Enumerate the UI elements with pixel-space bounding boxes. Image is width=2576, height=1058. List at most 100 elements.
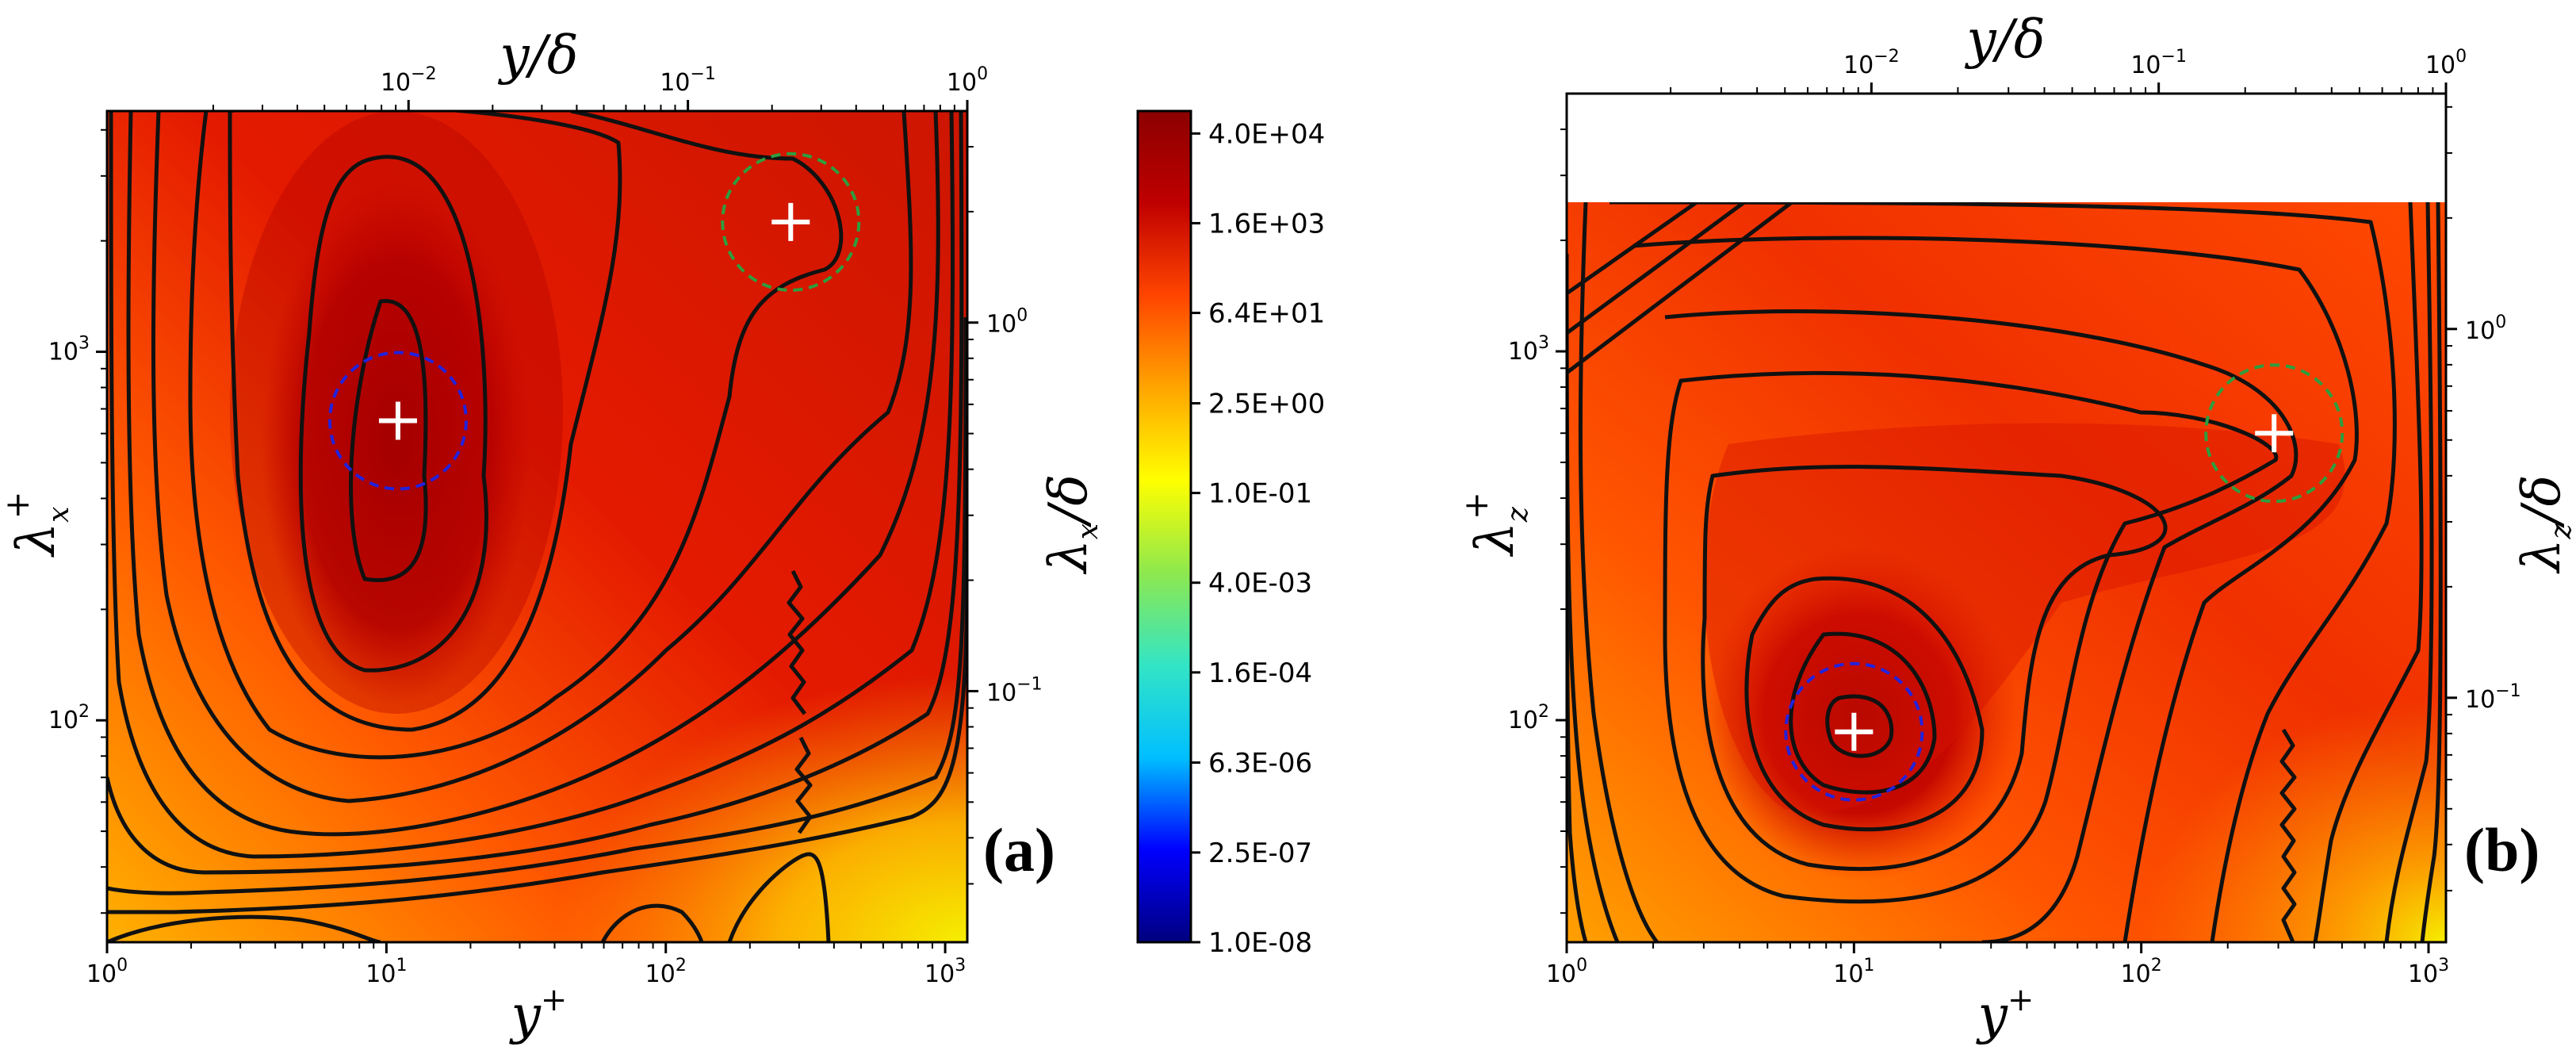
panel-a-right-ticks: 10−1 100 [967,146,1043,885]
contour-line [1825,694,1894,758]
inner-peak-cross-icon [1835,712,1874,751]
contour-line [1567,202,1746,335]
right-tick-label: 10−1 [986,674,1043,707]
contour-line [787,569,806,715]
panel-b-top-axis-label: y/δ [1964,9,2045,70]
panel-b-y-axis-label: λz+ [1456,492,1534,558]
inner-peak-cross-icon [378,401,417,440]
colorbar-tick-label: 1.6E+03 [1208,208,1325,240]
x-tick-label: 102 [2121,956,2162,988]
y-tick-label: 102 [48,702,90,734]
panel-b-x-ticks: 100 101 102 103 [1546,942,2449,988]
colorbar-tick-label: 1.0E-01 [1208,478,1312,510]
contour-line [1663,370,2279,904]
panel-b-empty-region [1567,94,2446,202]
y-tick-label: 103 [48,334,90,366]
top-tick-label: 100 [947,64,988,97]
contour-line [107,914,381,942]
contour-line [188,111,844,760]
contour-line [2384,202,2434,942]
top-tick-label: 10−2 [381,64,437,97]
y-tick-label: 103 [1508,333,1549,366]
panel-b-frame [1565,92,2448,944]
colorbar-tick-label: 4.0E-03 [1208,568,1312,600]
top-tick-label: 10−1 [2130,47,2187,79]
panel-a-right-axis-label: λx/δ [1038,474,1104,575]
colorbar-frame [1136,109,1192,944]
panel-a-low-energy-region [555,674,967,942]
svg-text:λx+: λx+ [0,491,75,558]
top-tick-label: 10−1 [660,64,716,97]
panel-b-letter: (b) [2464,815,2540,884]
colorbar-tick-label: 1.0E-08 [1208,927,1312,959]
panel-a-y-axis-label: λx+ [0,491,75,558]
svg-text:λz+: λz+ [1456,492,1534,558]
outer-peak-marker [721,151,861,292]
contour-line [1632,236,2359,942]
panel-b-y-ticks: 102 103 [1508,128,1567,914]
contour-line [151,111,913,803]
contour-line [1701,464,2168,872]
panel-b-top-ticks: 10−2 10−1 100 [1670,47,2467,94]
contour-line [107,554,967,914]
panel-b-peaks [1784,363,2344,802]
contour-line [794,736,813,834]
colorbar-tick-label: 2.5E+00 [1208,388,1325,420]
panel-a-y-ticks: 102 103 [48,128,107,914]
panel-a-x-ticks: 100 101 102 103 [86,942,966,988]
svg-text:λz/δ: λz/δ [2511,475,2576,575]
panel-b-plot-area [1567,202,2446,942]
contour-line [228,111,622,732]
top-tick-label: 100 [2425,47,2467,79]
panel-b: 100 101 102 103 102 103 10−2 10−1 100 10−1 100 … [1456,9,2576,1045]
x-tick-label: 102 [645,956,687,988]
panel-a-top-ticks: 10−2 10−1 100 [212,64,988,111]
contour-line [109,111,955,859]
panel-a-peaks [327,151,861,491]
panel-a: 100 101 102 103 102 103 10−2 10−1 100 10−1 100 … [0,25,1104,1045]
colorbar: 4.0E+04 1.6E+03 6.4E+01 2.5E+00 1.0E-01 4.0E-… [1136,109,1325,959]
panel-a-contours [107,111,967,942]
contour-line [1578,202,1659,942]
panel-b-ridge-region [1704,423,2345,812]
top-tick-label: 10−2 [1843,47,1900,79]
panel-a-inner-energy-region [262,182,531,706]
x-tick-label: 100 [86,956,128,988]
outer-peak-cross-icon [2255,414,2294,453]
y-tick-label: 102 [1508,702,1549,734]
inner-peak-marker [327,351,468,491]
contour-line [1567,202,1793,374]
contour-line [727,852,831,942]
contour-line [298,155,488,673]
x-tick-label: 103 [924,956,966,988]
contour-line [1744,576,1985,832]
contour-line [1609,202,2397,942]
contour-line [600,903,704,942]
contour-line [349,299,428,582]
x-tick-label: 100 [1546,956,1587,988]
colorbar-fill [1138,111,1191,942]
x-tick-label: 101 [1833,956,1874,988]
colorbar-tick-label: 1.6E-04 [1208,657,1312,689]
contour-line [2420,202,2443,942]
contour-line [107,111,964,875]
panel-a-plot-area [107,111,967,942]
right-tick-label: 100 [986,306,1028,339]
colorbar-tick-label: 4.0E+04 [1208,118,1325,150]
right-tick-label: 10−1 [2465,681,2521,714]
x-tick-label: 101 [366,956,407,988]
panel-b-right-ticks: 10−1 100 [2446,105,2521,891]
contour-line [107,316,967,895]
contour-line [1664,309,2298,942]
panel-a-letter: (a) [983,815,1055,884]
colorbar-tick-label: 2.5E-07 [1208,838,1312,869]
panel-a-top-axis-label: y/δ [497,25,578,86]
panel-a-x-axis-label: y+ [509,982,568,1045]
colorbar-ticks: 4.0E+04 1.6E+03 6.4E+01 2.5E+00 1.0E-01 4.0E-… [1191,118,1325,959]
colorbar-tick-label: 6.4E+01 [1208,298,1325,330]
contour-line [2313,202,2424,942]
right-tick-label: 100 [2465,312,2506,345]
outer-peak-marker [2204,363,2344,504]
panel-a-frame [105,109,969,944]
